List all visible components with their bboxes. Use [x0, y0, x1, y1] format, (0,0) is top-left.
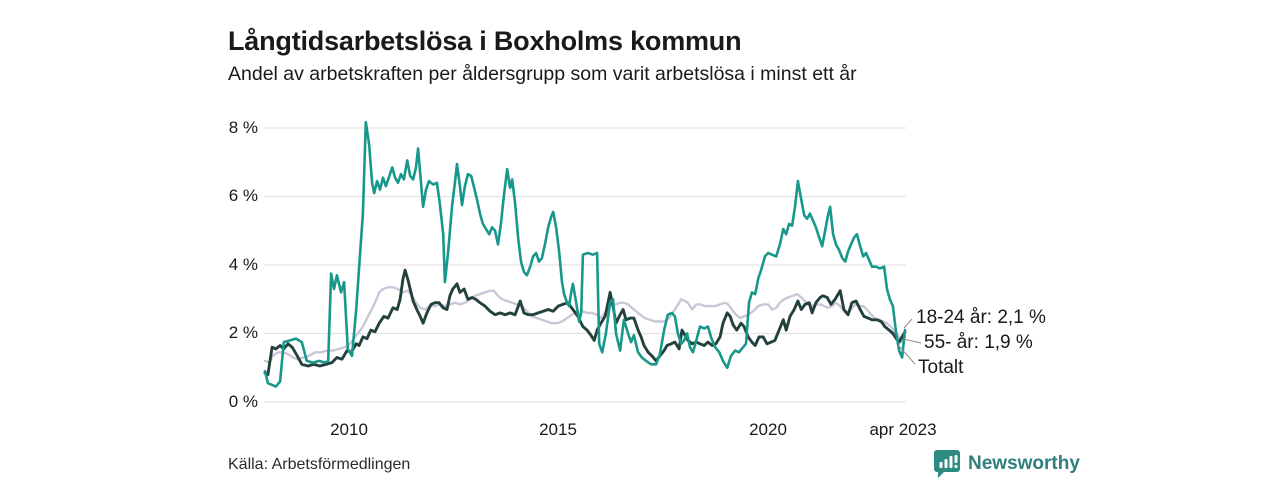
x-tick-2015: 2015	[539, 420, 577, 439]
series-lines	[263, 120, 907, 388]
annotation-youth: 18-24 år: 2,1 %	[916, 307, 1046, 328]
series-line-totalt	[263, 268, 907, 377]
chart-subtitle: Andel av arbetskraften per åldersgrupp s…	[228, 63, 857, 85]
leader-total	[897, 344, 916, 365]
newsworthy-icon	[934, 450, 960, 478]
brand-logo: Newsworthy	[933, 449, 1080, 479]
y-tick-4: 4 %	[228, 255, 258, 274]
annotation-total: Totalt	[918, 357, 964, 378]
x-tick-2010: 2010	[330, 420, 368, 439]
y-tick-8: 8 %	[228, 118, 258, 137]
y-tick-6: 6 %	[228, 186, 258, 205]
annotation-senior: 55- år: 1,9 %	[924, 332, 1033, 353]
series-line-55-r	[263, 286, 907, 364]
y-tick-0: 0 %	[228, 392, 258, 411]
page-title: Långtidsarbetslösa i Boxholms kommun	[228, 26, 742, 57]
series-line-18-24-r	[263, 120, 907, 388]
source-caption: Källa: Arbetsförmedlingen	[228, 456, 411, 473]
x-tick-2020: 2020	[749, 420, 787, 439]
x-tick-apr-2023: apr 2023	[869, 420, 937, 439]
gridlines	[264, 127, 906, 403]
brand-name: Newsworthy	[968, 453, 1080, 474]
y-tick-2: 2 %	[228, 323, 258, 342]
leader-youth	[903, 318, 913, 329]
leader-senior	[902, 338, 922, 344]
annotation-leader-lines	[897, 318, 922, 365]
